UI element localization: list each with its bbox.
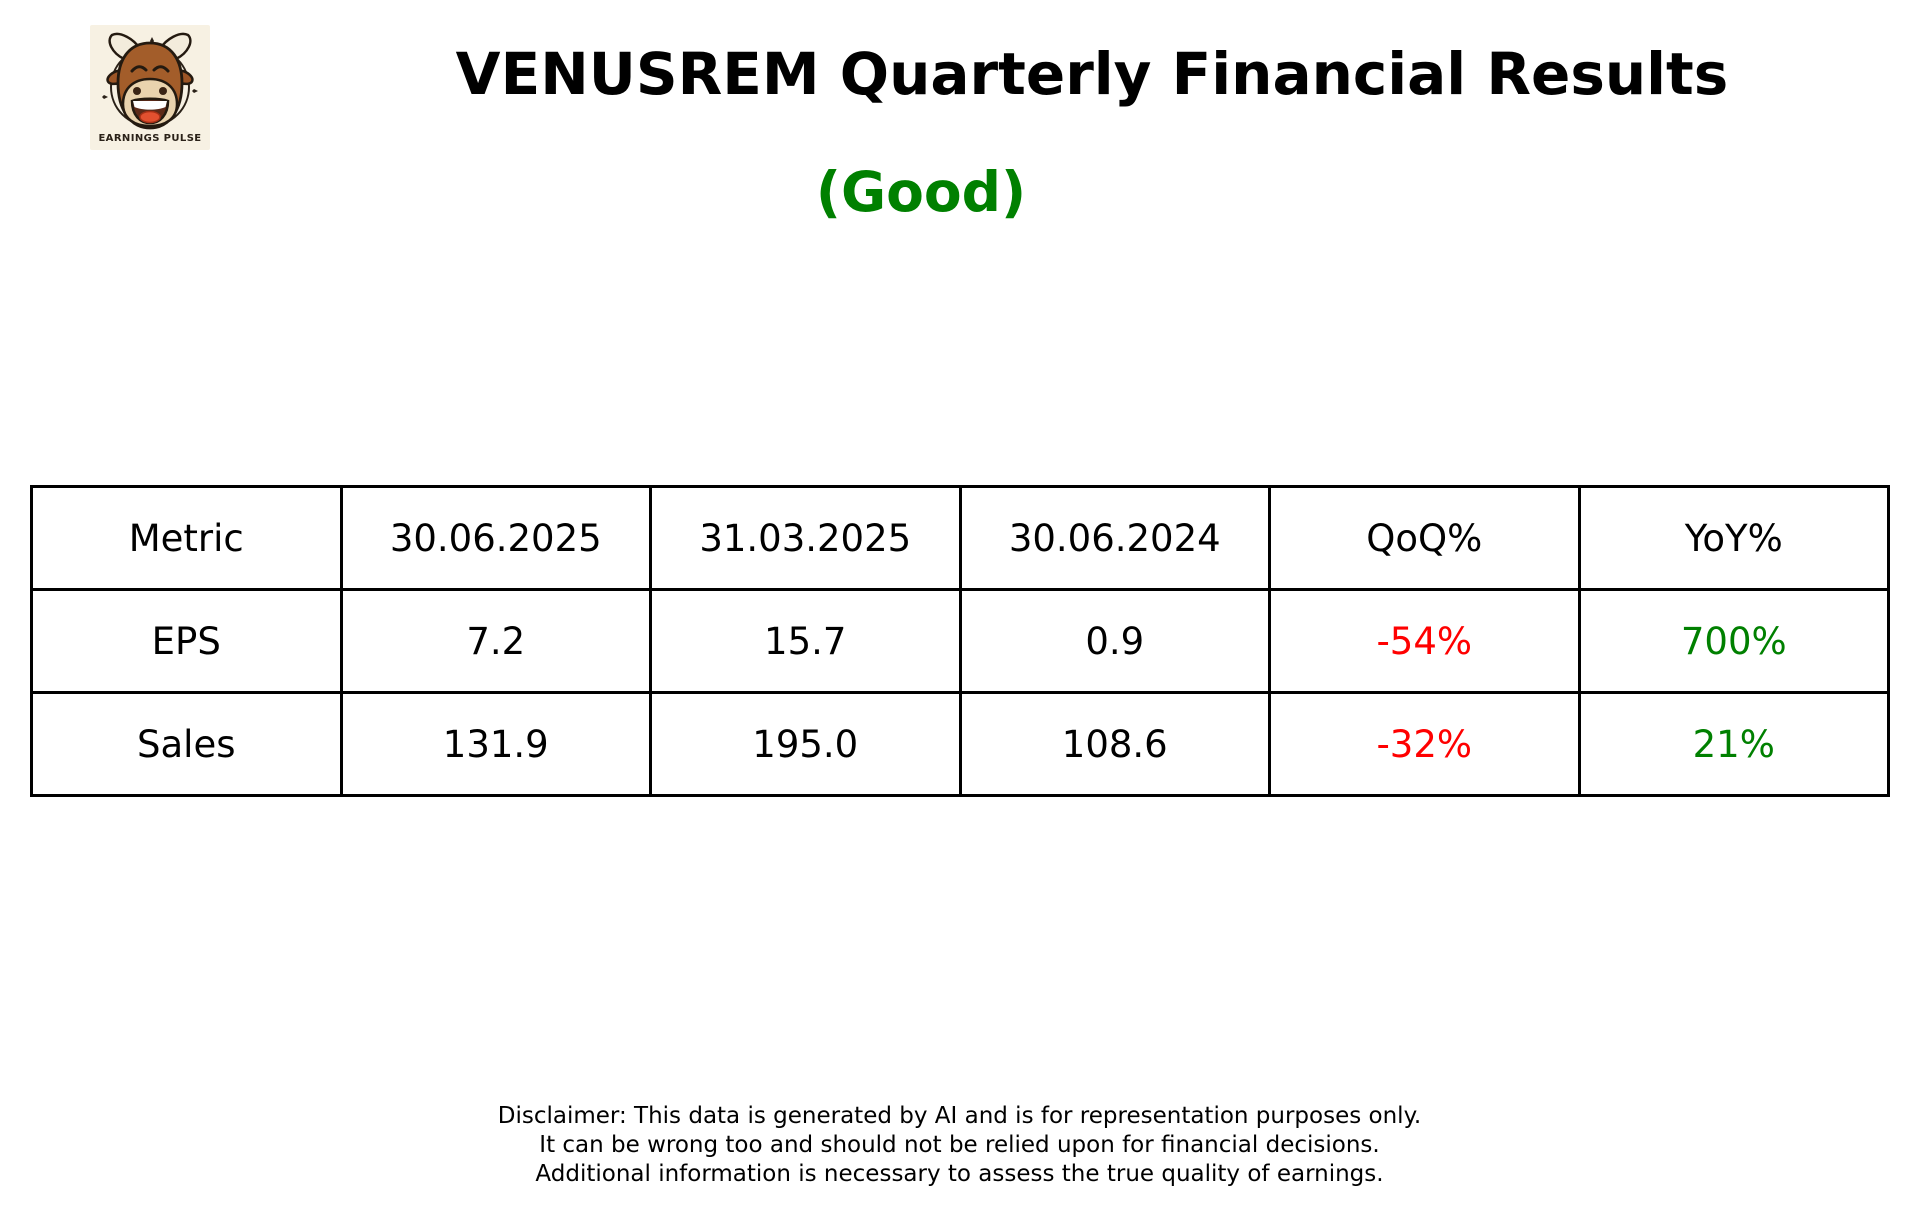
value-cell: 131.9 [339, 691, 652, 797]
financial-table: Metric 30.06.2025 31.03.2025 30.06.2024 … [30, 485, 1890, 797]
disclaimer: Disclaimer: This data is generated by AI… [0, 1102, 1919, 1189]
value-cell: 108.6 [958, 691, 1271, 797]
qoq-cell: -32% [1268, 691, 1581, 797]
disclaimer-line-2: It can be wrong too and should not be re… [539, 1132, 1380, 1158]
metric-cell: EPS [30, 588, 343, 694]
table-row-sales: Sales 131.9 195.0 108.6 -32% 21% [30, 691, 1890, 797]
page-title: VENUSREM Quarterly Financial Results [455, 40, 1729, 108]
value-cell: 195.0 [649, 691, 962, 797]
qoq-cell: -54% [1268, 588, 1581, 694]
value-cell: 15.7 [649, 588, 962, 694]
logo-caption-svg-text: EARNINGS PULSE [98, 133, 201, 144]
column-header-yoy: YoY% [1577, 485, 1890, 591]
table-row-eps: EPS 7.2 15.7 0.9 -54% 700% [30, 588, 1890, 694]
column-header-31-03-2025: 31.03.2025 [649, 485, 962, 591]
logo: EARNINGS PULSE [90, 25, 210, 150]
metric-cell: Sales [30, 691, 343, 797]
column-header-qoq: QoQ% [1268, 485, 1581, 591]
yoy-cell: 700% [1577, 588, 1890, 694]
disclaimer-line-3: Additional information is necessary to a… [535, 1161, 1384, 1187]
column-header-30-06-2025: 30.06.2025 [339, 485, 652, 591]
yoy-cell: 21% [1577, 691, 1890, 797]
column-header-30-06-2024: 30.06.2024 [958, 485, 1271, 591]
bull-cartoon-icon: EARNINGS PULSE [90, 25, 210, 150]
column-header-metric: Metric [30, 485, 343, 591]
disclaimer-line-1: Disclaimer: This data is generated by AI… [497, 1103, 1422, 1129]
verdict-label: (Good) [815, 160, 1027, 224]
value-cell: 7.2 [339, 588, 652, 694]
value-cell: 0.9 [958, 588, 1271, 694]
table-header-row: Metric 30.06.2025 31.03.2025 30.06.2024 … [30, 485, 1890, 591]
